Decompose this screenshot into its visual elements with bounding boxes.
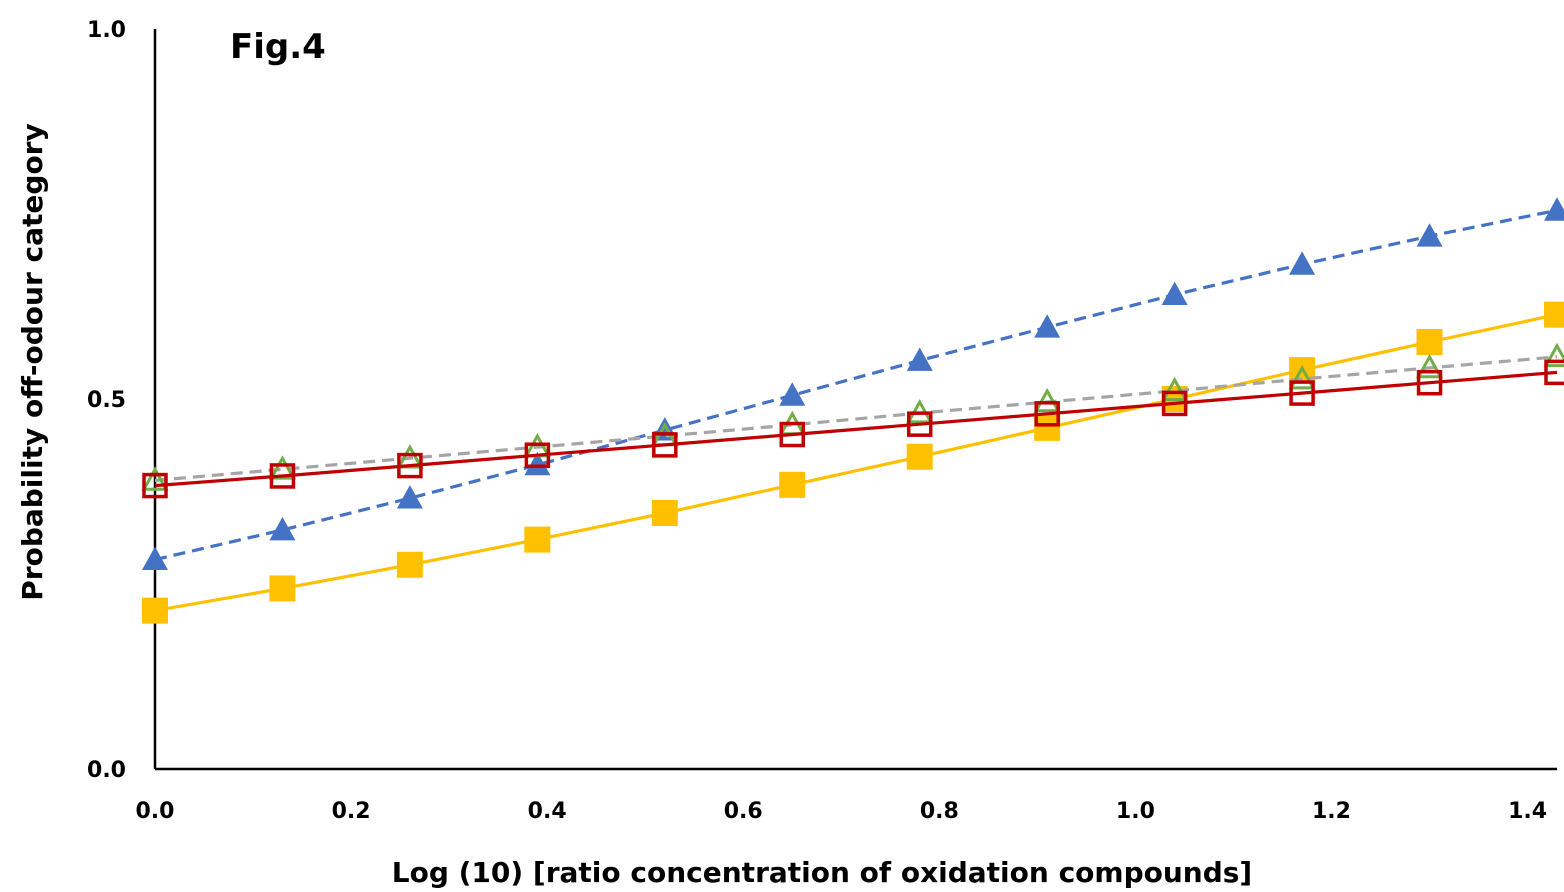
x-tick-label: 1.0: [1116, 799, 1155, 824]
data-point: [397, 452, 423, 479]
data-point: [1034, 414, 1061, 441]
data-point: [779, 421, 806, 448]
data-point: [269, 575, 296, 602]
series-1: [142, 197, 1564, 570]
x-tick-label: 0.6: [724, 799, 763, 824]
chart-title: Fig.4: [230, 27, 326, 67]
data-point: [1543, 342, 1564, 368]
series-layer: [141, 197, 1564, 624]
y-tick-label: 0.5: [87, 388, 126, 413]
y-axis-label: Probability off-odour category: [16, 123, 49, 600]
x-tick-label: 0.4: [528, 799, 567, 824]
data-point: [779, 382, 806, 406]
series-3: [141, 342, 1564, 491]
data-point: [1288, 364, 1316, 390]
x-tick-label: 1.2: [1312, 799, 1351, 824]
data-point: [1415, 353, 1444, 379]
series-line: [154, 208, 1558, 562]
y-tick-label: 0.0: [87, 758, 126, 783]
data-point: [1289, 251, 1316, 275]
series-line: [154, 355, 1558, 482]
data-point: [1416, 223, 1443, 247]
data-point: [1033, 387, 1061, 413]
data-point: [906, 411, 933, 437]
data-point: [396, 485, 423, 509]
data-point: [141, 466, 169, 491]
series-line: [154, 313, 1558, 613]
y-tick-label: 1.0: [87, 18, 126, 43]
data-point: [1161, 281, 1188, 306]
data-point: [524, 451, 551, 476]
data-point: [652, 432, 678, 458]
data-point: [524, 442, 551, 468]
x-tick-labels: 0.0 0.2 0.4 0.6 0.8 1.0 1.2 1.4: [136, 799, 1548, 824]
data-point: [1161, 390, 1188, 417]
data-point: [142, 597, 168, 624]
data-point: [1544, 197, 1564, 221]
data-point: [906, 443, 933, 470]
x-axis-label: Log (10) [ratio concentration of oxidati…: [392, 856, 1252, 889]
axes: [153, 29, 1557, 771]
data-point: [268, 455, 297, 480]
x-tick-label: 1.4: [1508, 799, 1547, 824]
data-point: [269, 516, 296, 541]
series-line: [154, 370, 1558, 488]
data-point: [524, 526, 551, 553]
y-tick-labels: 0.0 0.5 1.0: [87, 18, 126, 783]
data-point: [142, 472, 168, 499]
data-point: [269, 463, 296, 489]
x-tick-label: 0.0: [136, 799, 175, 824]
data-point: [1544, 359, 1564, 386]
data-point: [1034, 401, 1060, 427]
data-point: [779, 471, 806, 498]
x-tick-label: 0.8: [920, 799, 959, 824]
data-point: [1416, 369, 1443, 396]
series-4: [142, 359, 1564, 499]
data-point: [142, 546, 168, 570]
data-point: [1289, 380, 1315, 406]
data-point: [1544, 301, 1564, 328]
data-point: [1161, 376, 1189, 402]
data-point: [396, 551, 423, 578]
x-tick-label: 0.2: [332, 799, 371, 824]
data-point: [1416, 329, 1443, 356]
data-point: [906, 347, 933, 371]
data-point: [651, 499, 678, 526]
data-point: [1034, 314, 1061, 338]
